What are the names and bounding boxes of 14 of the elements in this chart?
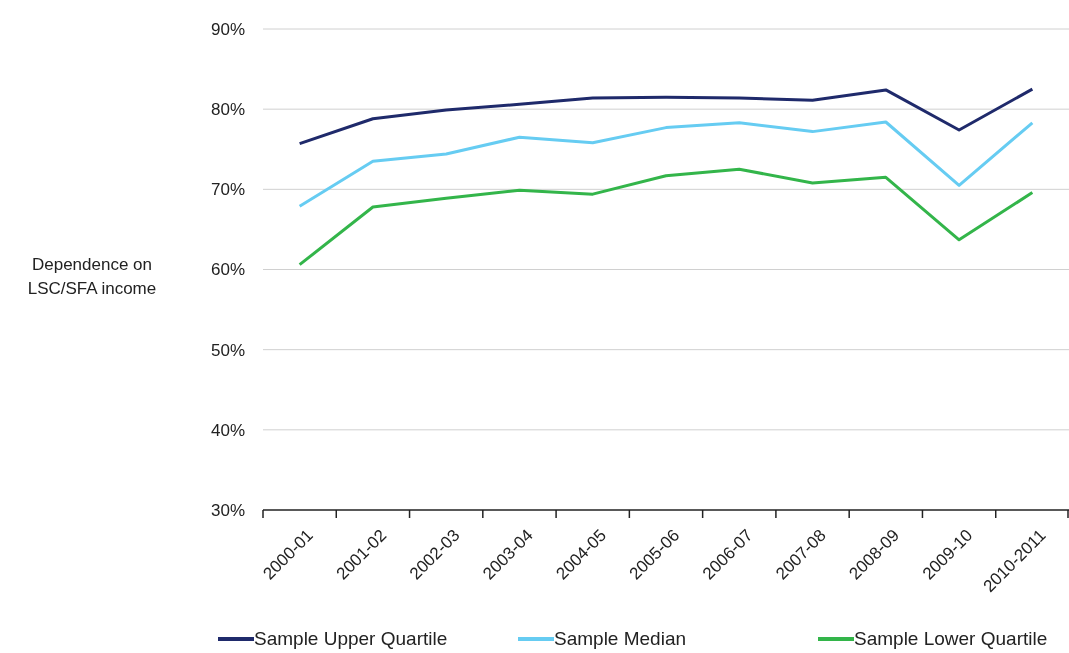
line-series bbox=[298, 87, 1034, 146]
legend-label: Sample Upper Quartile bbox=[254, 628, 448, 649]
legend-label: Sample Median bbox=[554, 628, 687, 649]
y-tick-label: 50% bbox=[210, 340, 245, 360]
y-tick-label: 60% bbox=[210, 260, 245, 280]
y-tick-label: 30% bbox=[210, 500, 245, 520]
y-tick-label: 40% bbox=[210, 420, 245, 440]
y-tick-label: 80% bbox=[210, 100, 245, 120]
y-tick-label: 70% bbox=[210, 180, 245, 200]
line-series bbox=[298, 120, 1034, 208]
y-tick-label: 90% bbox=[210, 19, 245, 39]
legend-label: Sample Lower Quartile bbox=[854, 628, 1048, 649]
y-axis-title: Dependence on LSC/SFA income bbox=[27, 255, 157, 298]
line-series bbox=[298, 167, 1034, 267]
